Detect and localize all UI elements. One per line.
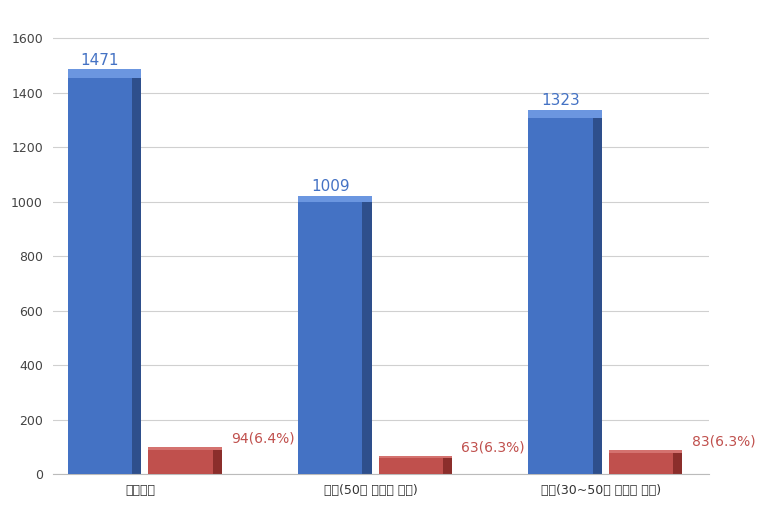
Text: 83(6.3%): 83(6.3%) [692,435,755,449]
Bar [379,457,443,474]
Text: 1009: 1009 [311,179,349,194]
Bar [362,199,372,474]
Text: 94(6.4%): 94(6.4%) [231,432,295,446]
Bar [593,114,602,474]
Bar [298,196,372,202]
Bar [298,199,362,474]
Text: 1471: 1471 [81,53,119,68]
Bar [609,451,683,453]
Bar [148,448,222,450]
Bar [213,449,222,474]
Bar [443,457,452,474]
Bar [148,449,213,474]
Bar [674,452,683,474]
Bar [528,110,602,118]
Bar [379,456,452,458]
Text: 63(6.3%): 63(6.3%) [462,440,525,454]
Bar [68,74,132,474]
Bar [68,69,141,78]
Bar [609,452,674,474]
Bar [528,114,593,474]
Text: 1323: 1323 [541,93,580,108]
Bar [132,74,141,474]
